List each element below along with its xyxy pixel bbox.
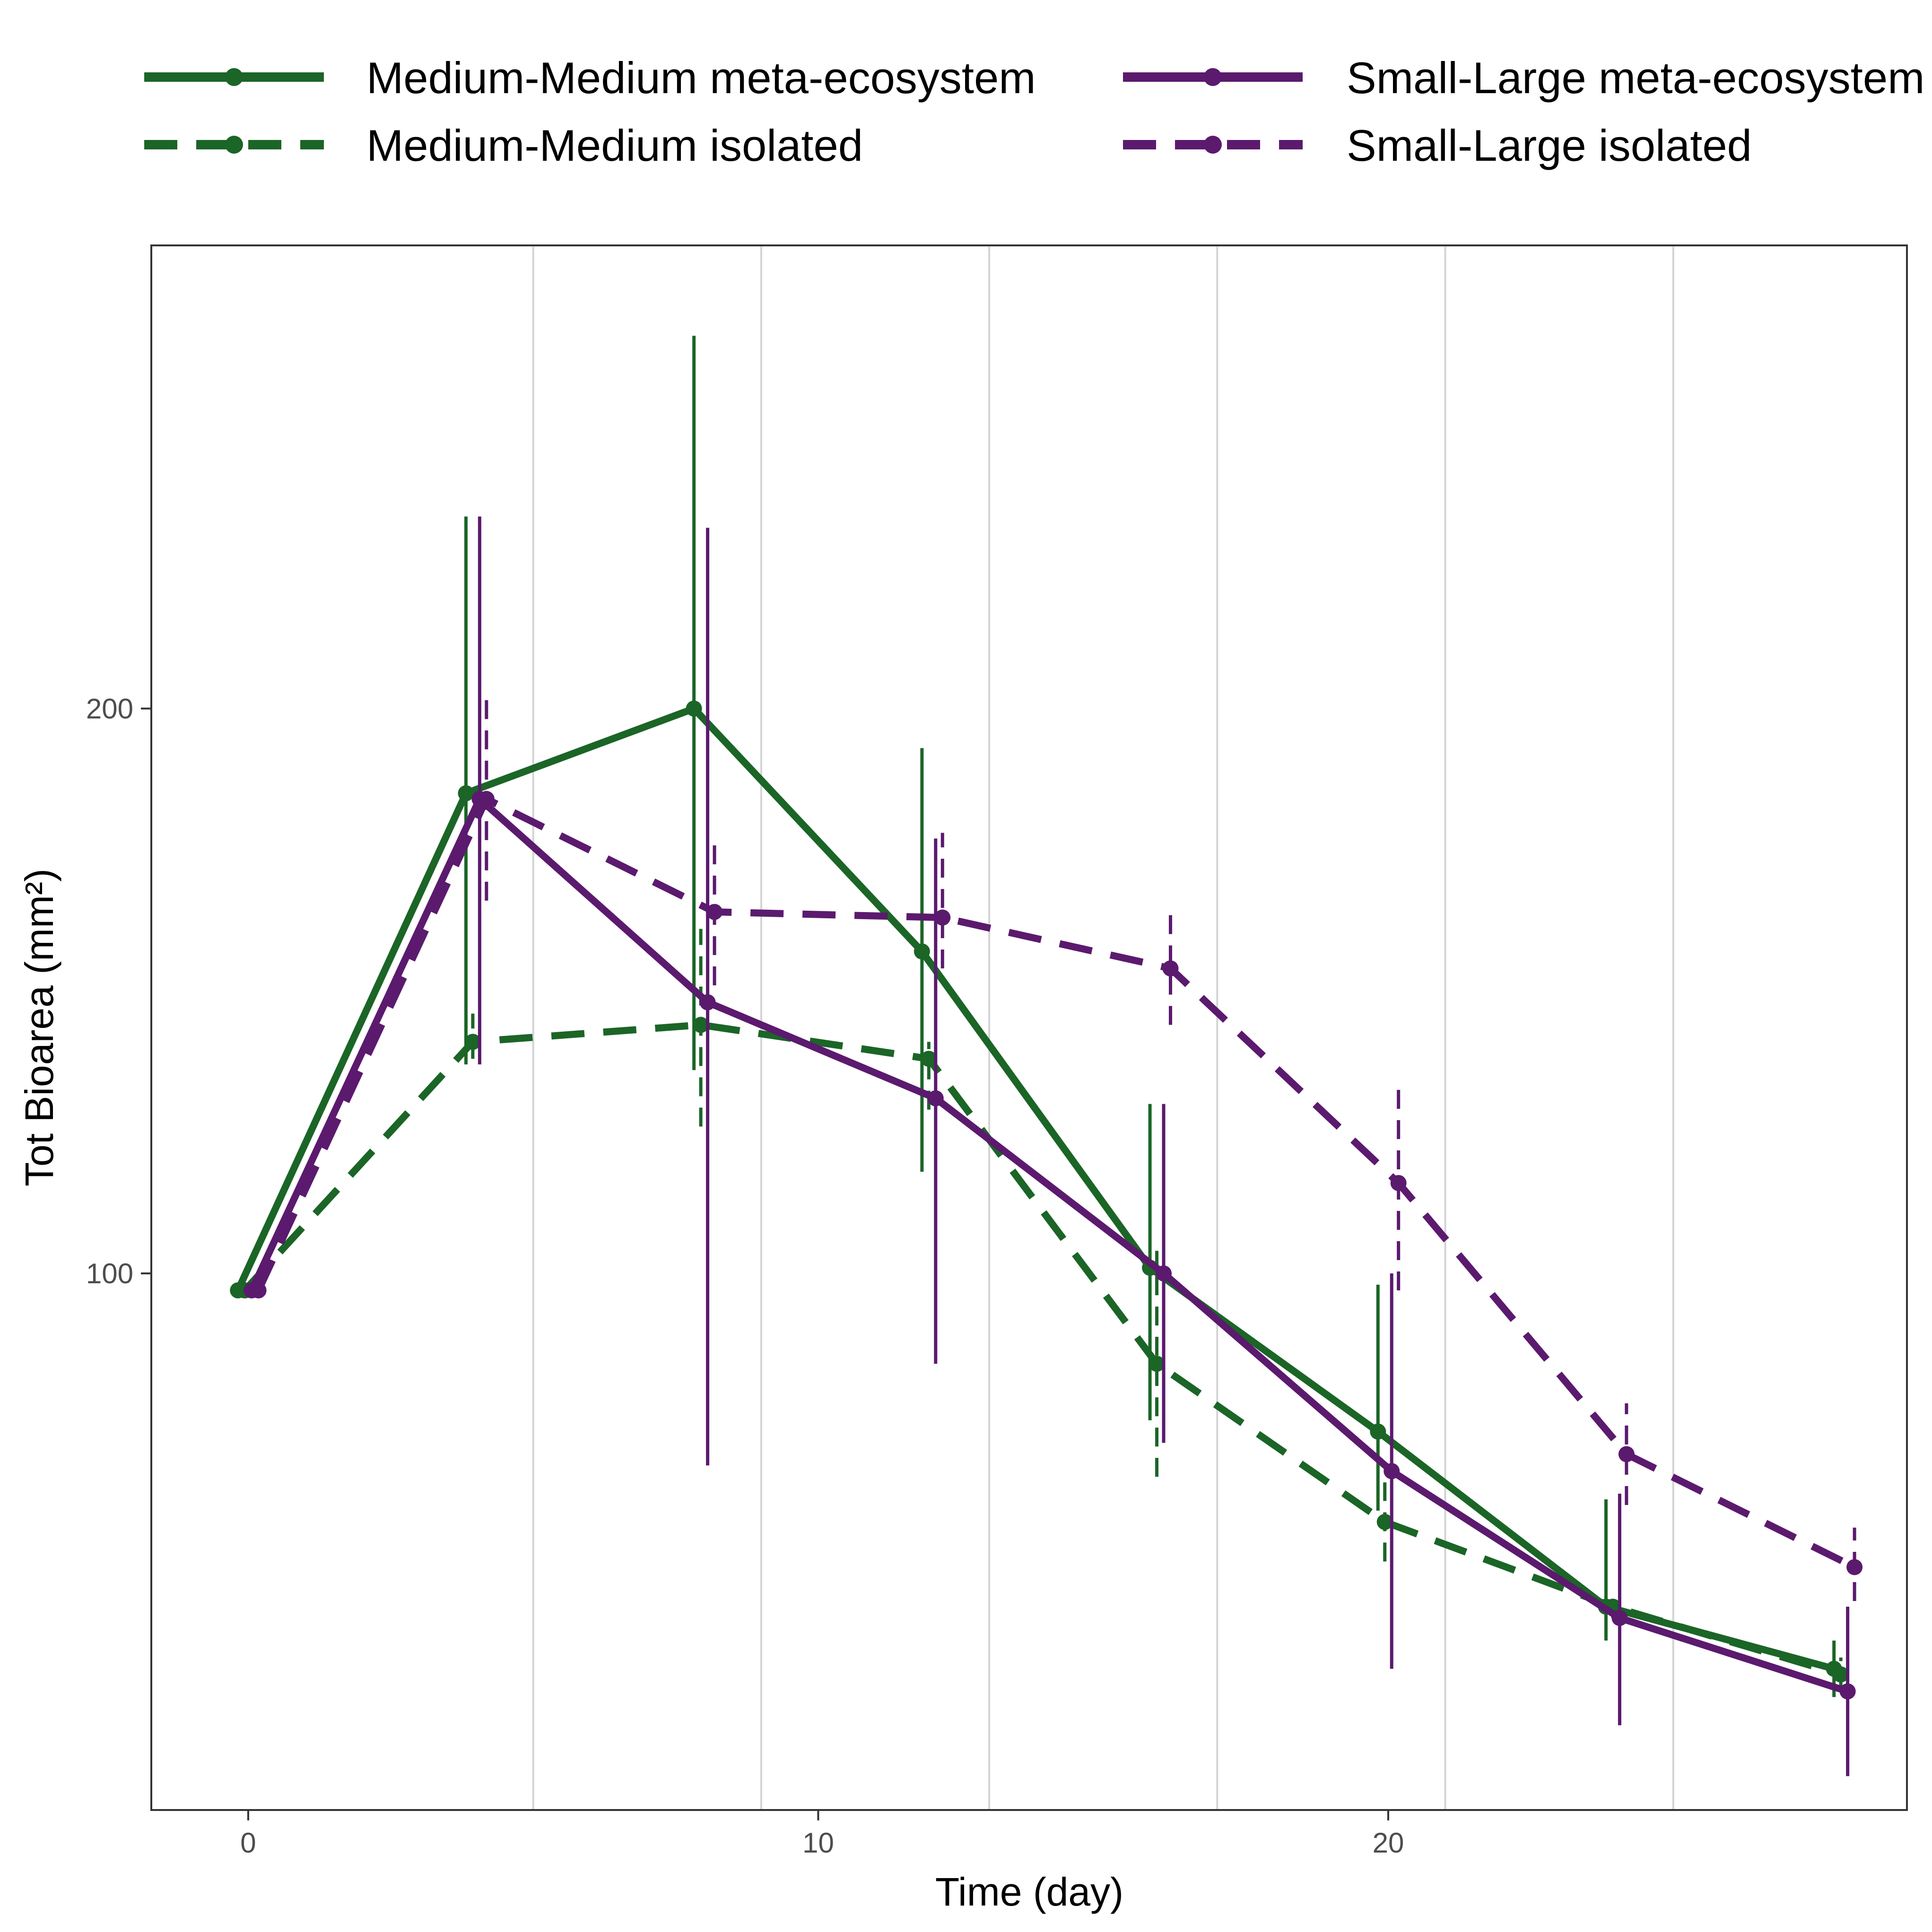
legend-item-series-3: Small-Large isolated: [1123, 121, 1752, 170]
legend-marker-series-0: [225, 68, 243, 86]
legend-label-series-0: Medium-Medium meta-ecosystem: [366, 53, 1036, 103]
x-axis-title: Time (day): [935, 1870, 1123, 1914]
legend-marker-series-2: [1204, 68, 1222, 86]
data-point-2-2: [699, 994, 716, 1010]
x-tick-label-2: 20: [1373, 1827, 1404, 1859]
legend-item-series-1: Medium-Medium isolated: [144, 121, 863, 170]
series-3: [250, 691, 1863, 1601]
data-point-1-2: [693, 1017, 709, 1033]
y-axis: 100 200: [86, 693, 151, 1289]
plot-border: [150, 244, 1908, 1811]
data-point-2-6: [1611, 1610, 1628, 1626]
data-point-0-2: [686, 700, 702, 717]
x-axis: 0 10 20: [240, 1810, 1404, 1859]
y-tick-label-1: 200: [86, 693, 133, 725]
data-point-3-0: [250, 1282, 267, 1298]
legend: Medium-Medium meta-ecosystem Medium-Medi…: [144, 53, 1924, 170]
data-point-2-4: [1156, 1265, 1172, 1282]
data-point-1-5: [1376, 1514, 1393, 1530]
data-point-1-4: [1149, 1356, 1165, 1372]
series-line-1: [242, 1021, 1842, 1678]
data-point-0-3: [914, 943, 930, 960]
data-point-3-4: [1162, 960, 1179, 977]
series-2: [244, 516, 1856, 1776]
data-point-1-3: [921, 1051, 937, 1067]
x-tick-label-1: 10: [802, 1827, 834, 1859]
legend-item-series-2: Small-Large meta-ecosystem: [1123, 53, 1924, 103]
y-axis-title: Tot Bioarea (mm²): [17, 869, 61, 1186]
data-series: [230, 336, 1863, 1776]
data-point-3-5: [1390, 1175, 1407, 1192]
y-tick-label-0: 100: [86, 1258, 133, 1289]
series-line-2: [248, 795, 1849, 1695]
data-point-0-5: [1370, 1423, 1386, 1440]
legend-marker-series-3: [1204, 136, 1222, 154]
data-point-1-7: [1833, 1666, 1849, 1683]
data-point-1-1: [464, 1034, 481, 1050]
data-point-3-6: [1618, 1446, 1635, 1462]
data-point-0-1: [458, 785, 474, 801]
plot-panel: [150, 244, 1908, 1811]
data-point-3-7: [1846, 1559, 1863, 1575]
data-point-2-7: [1839, 1683, 1856, 1700]
data-point-3-2: [706, 904, 723, 920]
data-point-2-5: [1384, 1463, 1400, 1479]
series-line-3: [255, 795, 1856, 1571]
legend-marker-series-1: [225, 136, 243, 154]
series-line-0: [235, 705, 1835, 1672]
legend-item-series-0: Medium-Medium meta-ecosystem: [144, 53, 1036, 103]
data-point-3-3: [934, 909, 951, 926]
legend-label-series-2: Small-Large meta-ecosystem: [1347, 53, 1924, 103]
legend-label-series-1: Medium-Medium isolated: [366, 121, 863, 170]
data-point-3-1: [478, 791, 495, 807]
data-point-2-3: [927, 1090, 944, 1106]
legend-label-series-3: Small-Large isolated: [1347, 121, 1752, 170]
x-tick-label-0: 0: [240, 1827, 256, 1859]
